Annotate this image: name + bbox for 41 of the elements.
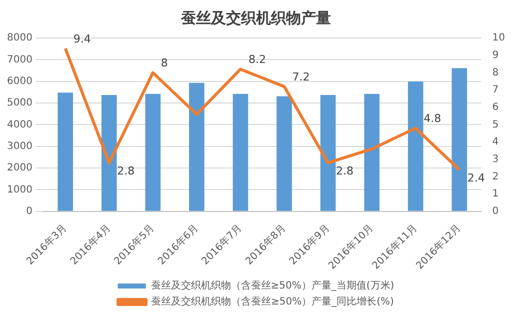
y-tick-label: 1000 [6,184,32,196]
data-label: 2.4 [467,172,485,185]
bar [189,82,204,211]
y2-tick-label: 2 [492,171,499,182]
y2-tick-label: 4 [492,136,499,148]
data-label: 8.2 [248,53,266,66]
bar [232,94,248,211]
y-tick-label: 0 [26,206,32,217]
data-label: 9.4 [73,32,91,46]
y2-tick-label: 8 [492,67,499,78]
data-label: 4.8 [424,112,442,126]
y2-tick-label: 9 [492,50,499,61]
y-tick-label: 4000 [6,119,32,130]
y2-tick-label: 3 [492,154,499,165]
bar [320,95,336,211]
y2-tick-label: 10 [492,32,506,44]
y-tick-label: 7000 [6,54,32,66]
bar [452,68,468,211]
y2-tick-label: 7 [492,84,499,96]
y2-tick-label: 1 [492,188,499,200]
bar [408,82,424,211]
y2-tick-label: 0 [492,206,499,217]
y2-tick-label: 6 [492,102,499,113]
y-tick-label: 3000 [6,140,32,152]
data-label: 2.8 [336,164,354,178]
bar [101,95,117,211]
data-label: 7.2 [292,70,310,84]
bar [364,94,380,211]
bar [58,92,74,211]
y2-tick-label: 5 [492,119,499,130]
legend-label: 蚕丝及交织机织物（含蚕丝≥50%）产量_当期值(万米) [150,280,394,292]
y-tick-label: 8000 [6,32,32,44]
y-tick-label: 5000 [6,98,32,109]
bar [276,96,292,211]
legend-label: 蚕丝及交织机织物（含蚕丝≥50%）产量_同比增长(%) [151,296,394,308]
data-label: 8 [160,56,168,70]
bar [145,94,161,211]
chart-title: 蚕丝及交织机织物产量 [180,8,331,27]
y-tick-label: 2000 [6,162,32,174]
data-label: 2.8 [117,164,135,178]
y-tick-label: 6000 [6,76,32,87]
